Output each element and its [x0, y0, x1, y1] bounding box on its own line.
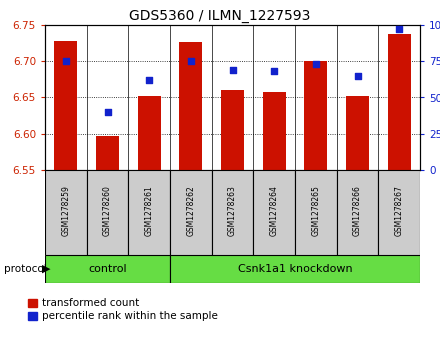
Bar: [180, 42, 202, 170]
Point: [354, 73, 361, 79]
Text: GSM1278266: GSM1278266: [353, 185, 362, 236]
Text: GSM1278262: GSM1278262: [186, 185, 195, 236]
Bar: [346, 96, 369, 170]
Bar: [170, 170, 212, 255]
Text: ▶: ▶: [42, 264, 50, 274]
Text: Csnk1a1 knockdown: Csnk1a1 knockdown: [238, 264, 352, 274]
Bar: [337, 170, 378, 255]
Bar: [388, 34, 411, 170]
Text: GSM1278264: GSM1278264: [270, 185, 279, 236]
Bar: [304, 61, 327, 170]
Legend: transformed count, percentile rank within the sample: transformed count, percentile rank withi…: [28, 298, 218, 321]
Bar: [170, 255, 420, 283]
Bar: [96, 136, 119, 170]
Point: [146, 77, 153, 83]
Bar: [87, 170, 128, 255]
Text: control: control: [88, 264, 127, 274]
Bar: [128, 170, 170, 255]
Text: protocol: protocol: [4, 264, 47, 274]
Point: [229, 67, 236, 73]
Bar: [263, 93, 286, 170]
Bar: [221, 90, 244, 170]
Text: GSM1278261: GSM1278261: [145, 185, 154, 236]
Bar: [212, 170, 253, 255]
Point: [62, 58, 70, 64]
Bar: [55, 41, 77, 170]
Bar: [138, 96, 161, 170]
Bar: [45, 255, 170, 283]
Text: GSM1278263: GSM1278263: [228, 185, 237, 236]
Bar: [253, 170, 295, 255]
Point: [271, 69, 278, 74]
Text: GSM1278267: GSM1278267: [395, 185, 403, 236]
Text: GSM1278260: GSM1278260: [103, 185, 112, 236]
Text: GSM1278265: GSM1278265: [312, 185, 320, 236]
Text: GDS5360 / ILMN_1227593: GDS5360 / ILMN_1227593: [129, 9, 311, 23]
Text: GSM1278259: GSM1278259: [61, 185, 70, 236]
Point: [187, 58, 194, 64]
Bar: [378, 170, 420, 255]
Bar: [45, 170, 87, 255]
Bar: [295, 170, 337, 255]
Point: [396, 26, 403, 32]
Point: [312, 61, 319, 67]
Point: [104, 109, 111, 115]
